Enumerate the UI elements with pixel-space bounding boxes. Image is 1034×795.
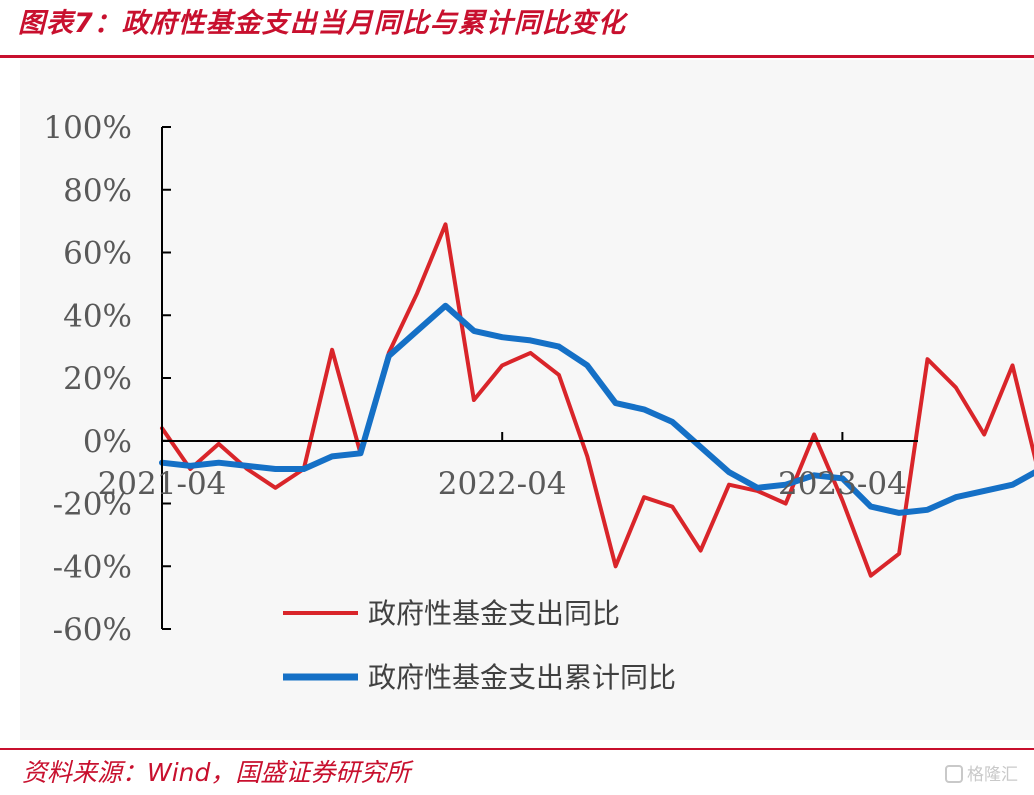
y-tick-label: -40% [53, 549, 132, 585]
source-note: 资料来源：Wind，国盛证券研究所 [22, 758, 411, 787]
y-tick-label: 0% [83, 424, 132, 460]
legend-label: 政府性基金支出同比 [368, 597, 620, 630]
series-line-cumulative-yoy [159, 302, 1034, 516]
figure-title: 图表7：政府性基金支出当月同比与累计同比变化 [18, 8, 626, 39]
watermark: 格隆汇 [945, 762, 1018, 788]
y-tick-label: 80% [63, 173, 132, 209]
x-tick-label: 2022-04 [438, 466, 567, 502]
title-rule [0, 55, 1034, 58]
series-line-monthly-yoy [160, 222, 1034, 578]
watermark-text: 格隆汇 [967, 765, 1018, 785]
y-tick-label: -60% [53, 612, 132, 648]
watermark-logo-icon [945, 765, 963, 783]
legend-label: 政府性基金支出累计同比 [368, 661, 676, 694]
chart-series [159, 222, 1034, 578]
chart-area [20, 60, 1034, 740]
x-tick-label: 2021-04 [98, 466, 227, 502]
chart-axes: -60% -40% -20% 0% 20% 40% 60% 80% 100% 2021-04 202… [43, 110, 918, 648]
y-tick-label: 40% [63, 298, 132, 334]
y-tick-label: 100% [43, 110, 132, 146]
y-tick-label: 20% [63, 361, 132, 397]
y-tick-label: 60% [63, 236, 132, 272]
source-rule [0, 748, 1034, 750]
y-tick-label: -20% [53, 487, 132, 523]
x-tick-label: 2023-04 [778, 466, 907, 502]
